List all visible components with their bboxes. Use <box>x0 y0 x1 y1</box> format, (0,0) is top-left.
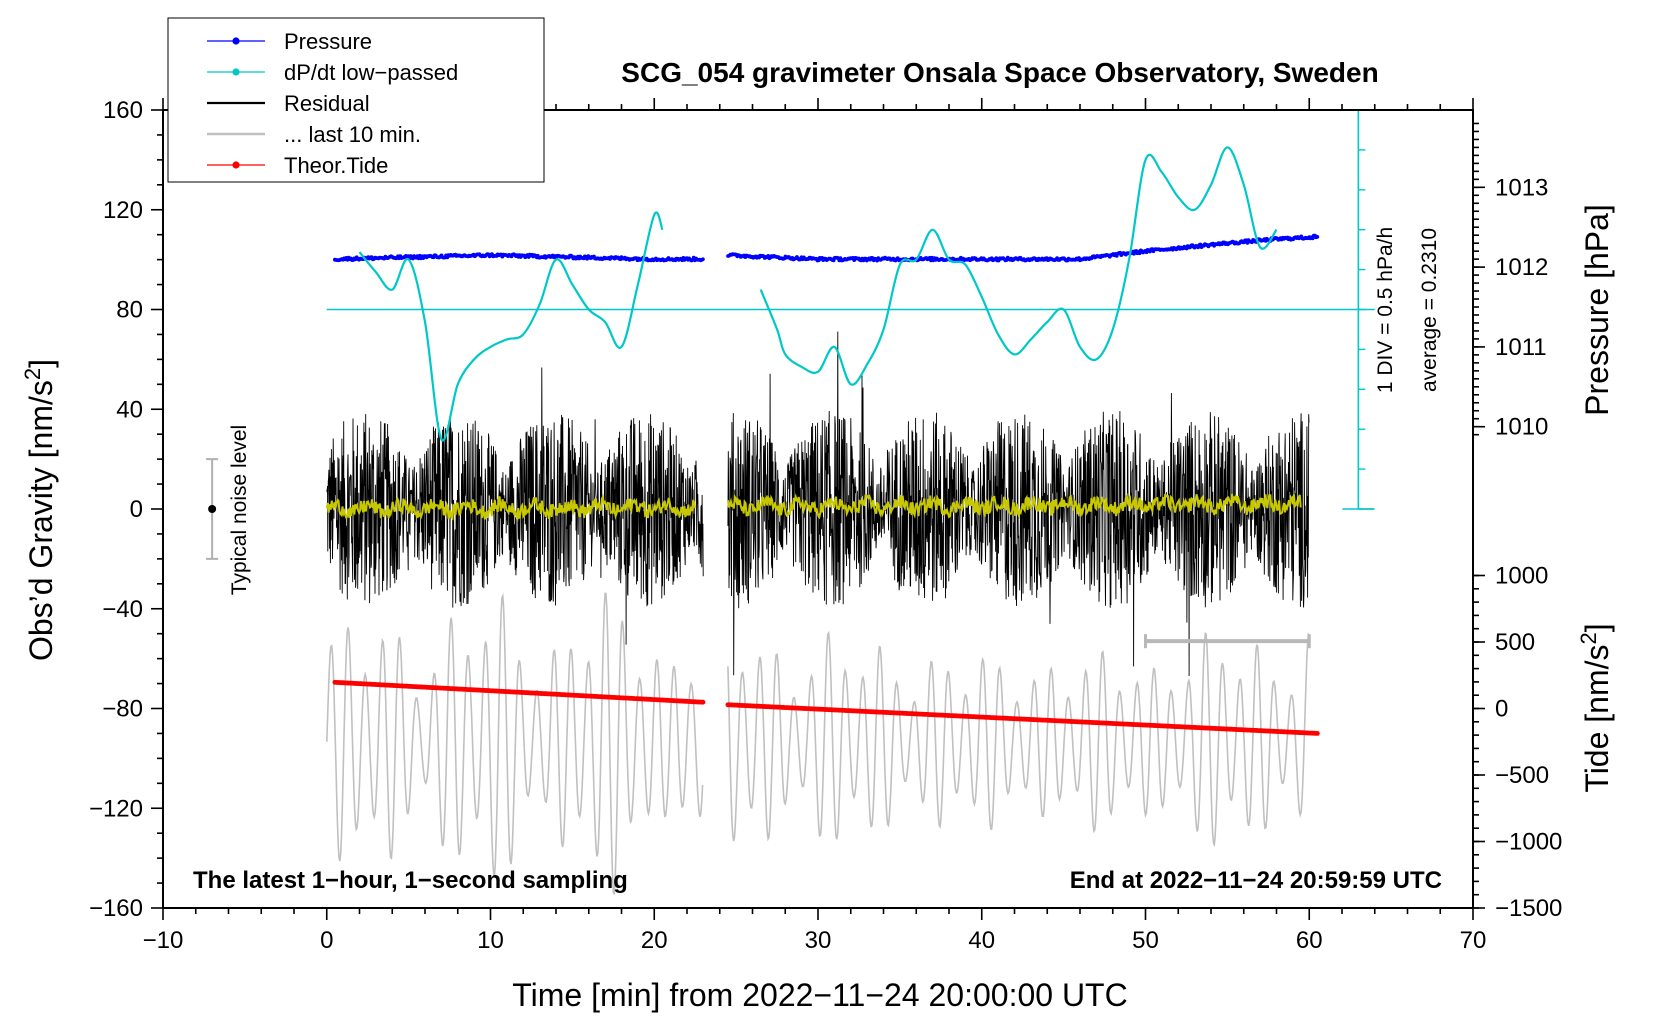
y-tick-label: −120 <box>89 795 143 822</box>
legend-label: ... last 10 min. <box>284 122 421 147</box>
x-tick-label: 20 <box>641 927 668 954</box>
noise-level-label: Typical noise level <box>228 425 251 595</box>
y-axis-tide: 1000 500 0 −500 −1000 −1500 <box>1473 563 1562 922</box>
x-tick-label: −10 <box>143 927 184 954</box>
tide-tick-label: 1000 <box>1495 563 1548 590</box>
pressure-tick-label: 1012 <box>1495 254 1548 281</box>
tide-tick-label: −500 <box>1495 762 1549 789</box>
x-axis: −10 0 10 20 30 40 50 60 70 <box>143 98 1487 954</box>
pressure-tick-label: 1013 <box>1495 174 1548 201</box>
y-tick-label: 40 <box>116 396 143 423</box>
smoothed-residual-line <box>325 493 697 523</box>
annotation-end-time: End at 2022−11−24 20:59:59 UTC <box>1070 867 1442 894</box>
tide-tick-label: −1000 <box>1495 829 1562 856</box>
chart-title: SCG_054 gravimeter Onsala Space Observat… <box>621 57 1378 88</box>
x-tick-label: 60 <box>1296 927 1323 954</box>
y-axis-title-gravity: Obs’d Gravity [nm/s2] <box>20 359 59 661</box>
y-axis-gravity: 160 120 80 40 0 −40 −80 −120 −160 <box>89 97 163 922</box>
y-tick-label: 120 <box>103 197 143 224</box>
theor-tide-series <box>332 679 1320 736</box>
y-axis-pressure: 1013 1012 1011 1010 <box>1473 122 1548 441</box>
legend-label: Residual <box>284 91 370 116</box>
y-axis-title-gravity-text: Obs’d Gravity [nm/s <box>23 380 59 661</box>
dpdt-series <box>358 146 1278 442</box>
y-tick-label: −40 <box>102 596 143 623</box>
y-tick-label: −160 <box>89 895 143 922</box>
x-tick-label: 70 <box>1460 927 1487 954</box>
tide-tick-label: 500 <box>1495 629 1535 656</box>
x-tick-label: 40 <box>968 927 995 954</box>
y-axis-title-gravity-sup: 2 <box>20 368 45 380</box>
tide-tick-label: −1500 <box>1495 895 1562 922</box>
x-tick-label: 50 <box>1132 927 1159 954</box>
y-tick-label: 160 <box>103 97 143 124</box>
y-tick-label: −80 <box>102 696 143 723</box>
residual-line <box>727 331 1310 677</box>
dpdt-line <box>358 211 664 442</box>
pressure-point <box>1315 235 1320 239</box>
y-axis-title-tide-sup: 2 <box>1576 632 1601 644</box>
pressure-point <box>701 257 705 262</box>
legend: Pressure dP/dt low−passed Residual ... last… <box>167 17 545 183</box>
last10-line <box>326 592 704 895</box>
y-axis-title-gravity-end: ] <box>23 359 59 368</box>
x-tick-label: 30 <box>805 927 832 954</box>
legend-label: Pressure <box>284 29 372 54</box>
smoothed-residual-line <box>726 492 1302 520</box>
tide-point <box>1315 731 1320 736</box>
dpdt-div-label: 1 DIV = 0.5 hPa/h <box>1374 227 1397 393</box>
y-tick-label: 0 <box>130 496 143 523</box>
noise-bar-center <box>208 505 217 513</box>
tide-tick-label: 0 <box>1495 696 1508 723</box>
legend-marker <box>232 161 240 169</box>
smoothed-residual-series <box>325 492 1302 523</box>
noise-level-bar <box>206 458 219 560</box>
dpdt-line <box>759 146 1278 386</box>
y-axis-title-tide-text: Tide [nm/s <box>1579 644 1615 792</box>
legend-box <box>167 17 545 183</box>
x-tick-label: 10 <box>477 927 504 954</box>
annotation-sampling: The latest 1−hour, 1−second sampling <box>193 867 628 894</box>
legend-marker <box>232 37 240 45</box>
x-tick-label: 0 <box>320 927 333 954</box>
pressure-series <box>333 233 1320 263</box>
dpdt-average-label: average = 0.2310 <box>1418 228 1441 392</box>
y-tick-label: 80 <box>116 297 143 324</box>
last10-range-bar <box>1144 634 1311 649</box>
legend-label: dP/dt low−passed <box>284 60 458 85</box>
pressure-tick-label: 1011 <box>1495 334 1547 361</box>
y-axis-title-tide: Tide [nm/s2] <box>1576 623 1615 792</box>
legend-label: Theor.Tide <box>284 153 388 178</box>
y-axis-title-pressure: Pressure [hPa] <box>1579 204 1615 416</box>
x-axis-title: Time [min] from 2022−11−24 20:00:00 UTC <box>512 977 1127 1013</box>
legend-marker <box>232 68 240 76</box>
pressure-tick-label: 1010 <box>1495 414 1548 441</box>
y-axis-title-tide-end: ] <box>1579 623 1615 632</box>
tide-point <box>700 699 706 705</box>
